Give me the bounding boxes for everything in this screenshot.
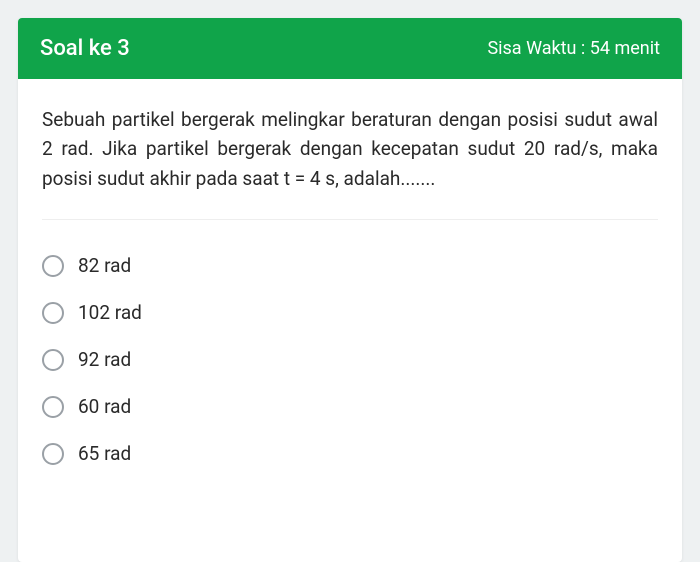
- radio-icon: [42, 302, 64, 324]
- radio-icon: [42, 349, 64, 371]
- radio-icon: [42, 443, 64, 465]
- divider: [42, 219, 658, 220]
- option-item[interactable]: 65 rad: [42, 430, 658, 477]
- question-text: Sebuah partikel bergerak melingkar berat…: [42, 105, 658, 193]
- card-body: Sebuah partikel bergerak melingkar berat…: [18, 79, 682, 562]
- option-item[interactable]: 92 rad: [42, 336, 658, 383]
- option-item[interactable]: 102 rad: [42, 289, 658, 336]
- option-label: 60 rad: [78, 395, 131, 418]
- radio-icon: [42, 396, 64, 418]
- remaining-time: Sisa Waktu : 54 menit: [487, 38, 660, 59]
- radio-icon: [42, 255, 64, 277]
- option-item[interactable]: 60 rad: [42, 383, 658, 430]
- option-item[interactable]: 82 rad: [42, 242, 658, 289]
- option-label: 82 rad: [78, 254, 131, 277]
- option-label: 92 rad: [78, 348, 131, 371]
- card-header: Soal ke 3 Sisa Waktu : 54 menit: [18, 18, 682, 79]
- option-label: 102 rad: [78, 301, 142, 324]
- option-label: 65 rad: [78, 442, 131, 465]
- options-list: 82 rad 102 rad 92 rad 60 rad 65 rad: [42, 242, 658, 477]
- question-number-title: Soal ke 3: [40, 36, 130, 61]
- question-card: Soal ke 3 Sisa Waktu : 54 menit Sebuah p…: [18, 18, 682, 562]
